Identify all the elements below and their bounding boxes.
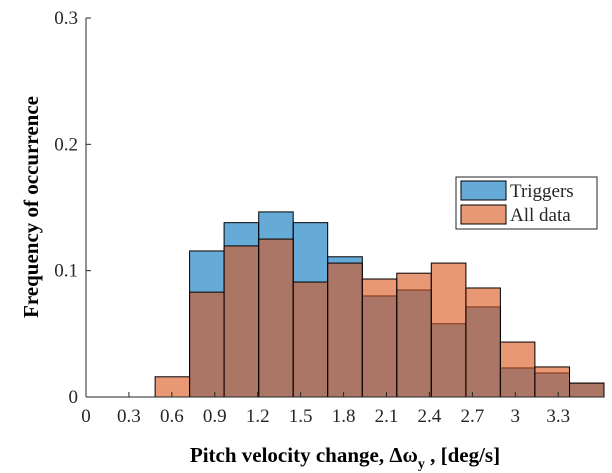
x-tick-label: 3.3	[546, 406, 570, 427]
y-tick-label: 0.3	[54, 8, 78, 29]
bar	[292, 281, 329, 398]
bar	[154, 376, 191, 398]
legend-label: Triggers	[510, 181, 574, 202]
bar	[327, 262, 363, 398]
y-tick-label: 0.1	[54, 261, 78, 282]
x-label-main: Pitch velocity change, Δω	[190, 443, 418, 467]
x-tick-label: 2.7	[460, 406, 484, 427]
x-tick-label: 0.3	[117, 406, 141, 427]
x-tick-label: 0	[81, 406, 91, 427]
x-tick-label: 0.6	[160, 406, 184, 427]
x-tick-label: 1.5	[289, 406, 313, 427]
y-tick-label: 0.2	[54, 134, 78, 155]
x-tick-label: 0.9	[203, 406, 227, 427]
x-tick-label: 1.2	[246, 406, 270, 427]
x-label-sub: y	[418, 457, 425, 472]
bar	[396, 272, 432, 398]
y-axis-label: Frequency of occurrence	[19, 96, 43, 318]
y-tick-label: 0	[69, 387, 79, 408]
bar	[189, 291, 225, 398]
x-label-end: , [deg/s]	[425, 443, 500, 467]
bar	[569, 382, 605, 398]
bar	[223, 245, 260, 398]
legend-swatch	[460, 180, 507, 201]
legend-label: All data	[510, 205, 571, 226]
bar	[258, 238, 294, 398]
bar	[499, 341, 536, 398]
x-axis-label: Pitch velocity change, Δωy , [deg/s]	[190, 443, 500, 472]
x-tick-label: 2.1	[375, 406, 399, 427]
x-tick-label: 1.8	[332, 406, 356, 427]
bar	[534, 366, 571, 398]
x-tick-label: 2.4	[418, 406, 442, 427]
bar	[361, 278, 398, 398]
legend-swatch	[460, 204, 507, 225]
bar	[430, 262, 467, 398]
bar	[465, 287, 501, 398]
x-tick-label: 3	[511, 406, 521, 427]
